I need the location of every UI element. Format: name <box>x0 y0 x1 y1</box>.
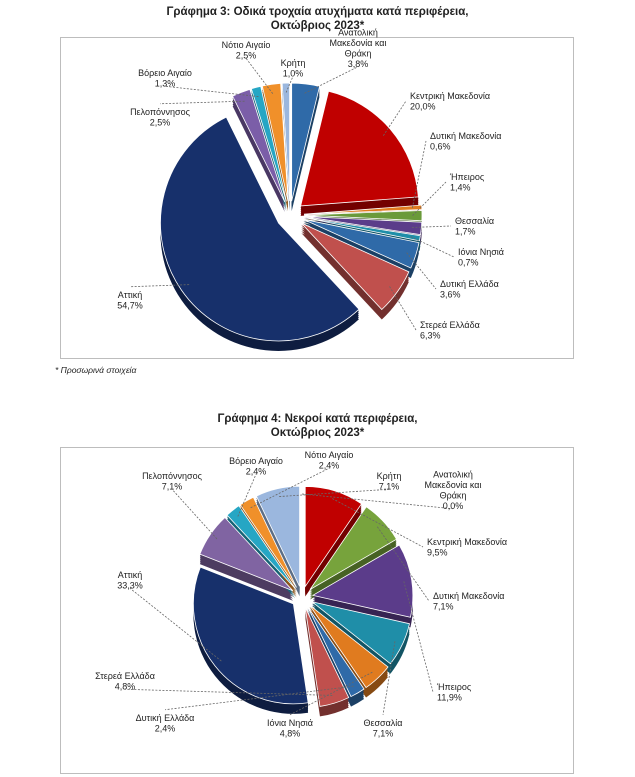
chart-4-title-line1: Γράφημα 4: Νεκροί κατά περιφέρεια, <box>217 413 418 425</box>
chart-3-title-line2: Οκτώβριος 2023* <box>270 20 365 32</box>
chart-4-leader-πελοπόννησος <box>171 488 218 540</box>
chart-3-leader-ανατολική-μακεδονία-και-θράκη <box>304 66 359 94</box>
chart-4-label-δυτική-ελλάδα: Δυτική Ελλάδα 2,4% <box>136 713 195 734</box>
chart-3-leader-στερεά-ελλάδα <box>389 286 417 331</box>
chart-3-label-δυτική-ελλάδα: Δυτική Ελλάδα 3,6% <box>440 279 499 300</box>
chart-4-slice-νότιο-αιγαίο <box>239 496 297 588</box>
chart-3-label-στερεά-ελλάδα: Στερεά Ελλάδα 6,3% <box>420 320 480 341</box>
chart-4-leader-στερεά-ελλάδα <box>124 688 333 696</box>
chart-4-label-ανατολική-μακεδονία-και-θράκη: Ανατολική Μακεδονία και Θράκη 0,0% <box>424 469 481 511</box>
chart-3-slice-θεσσαλία <box>303 216 423 236</box>
chart-3-label-νότιο-αιγαίο: Νότιο Αιγαίο 2,5% <box>222 40 271 61</box>
chart-4-leader-θεσσαλία <box>382 641 396 715</box>
chart-3-leader-δυτική-μακεδονία <box>411 140 427 208</box>
chart-4-slice-δυτική-ελλάδα <box>307 606 365 698</box>
chart-4-slice-βόρειο-αιγαίο <box>226 505 296 589</box>
chart-3-leader-θεσσαλία <box>411 225 452 228</box>
chart-4-slice-αττική <box>193 566 309 705</box>
chart-3-slice-βόρειο-αιγαίο <box>250 85 287 202</box>
chart-3-slice-ανατολική-μακεδονία-και-θράκη <box>291 82 321 202</box>
chart-4-label-στερεά-ελλάδα: Στερεά Ελλάδα 4,8% <box>95 671 155 692</box>
chart-3-leader-κρήτη <box>285 76 294 93</box>
chart-4-slice-ιόνια-νησιά <box>309 604 389 689</box>
chart-3-label-ανατολική-μακεδονία-και-θράκη: Ανατολική Μακεδονία και Θράκη 3,8% <box>329 27 386 69</box>
chart-3-leader-ήπειρος <box>412 181 447 216</box>
chart-4-leader-αττική <box>129 587 222 662</box>
chart-4-leader-ιόνια-νησιά <box>289 671 373 716</box>
chart-3-label-πελοπόννησος: Πελοπόννησος 2,5% <box>130 107 191 128</box>
chart-3-slice-δυτική-μακεδονία <box>303 204 423 215</box>
chart-3-leader-αττική <box>129 284 190 288</box>
chart-4-leader-κρήτη <box>279 488 390 497</box>
chart-4-leader-ήπειρος <box>403 581 434 693</box>
provisional-data-note: * Προσωρινά στοιχεία <box>55 365 137 375</box>
chart-3-leader-νότιο-αιγαίο <box>245 58 274 94</box>
chart-4-leader-βόρειο-αιγαίο <box>237 474 257 517</box>
chart-3-depth-βόρειο-αιγαίο <box>251 90 287 206</box>
chart-3-slice-αττική <box>160 116 360 342</box>
chart-4-label-αττική: Αττική 33,3% <box>117 570 143 591</box>
chart-3-label-ήπειρος: Ήπειρος 1,4% <box>449 172 485 193</box>
chart-4-label-βόρειο-αιγαίο: Βόρειο Αιγαίο 2,4% <box>229 456 283 477</box>
chart-3-leader-πελοπόννησος <box>159 100 245 105</box>
chart-4-label-θεσσαλία: Θεσσαλία 7,1% <box>363 718 402 739</box>
chart-3-label-αττική: Αττική 54,7% <box>117 290 143 311</box>
chart-4-label-ιόνια-νησιά: Ιόνια Νησιά 4,8% <box>267 718 313 739</box>
chart-3-label-ιόνια-νησιά: Ιόνια Νησιά 0,7% <box>458 247 504 268</box>
chart-4-leader-δυτική-μακεδονία <box>377 526 430 602</box>
chart-4-label-κρήτη: Κρήτη 7,1% <box>377 471 402 492</box>
chart-3-slice-νότιο-αιγαίο <box>261 82 289 202</box>
chart-3-leader-βόρειο-αιγαίο <box>164 85 259 97</box>
chart-4-slice-κρήτη <box>255 485 300 587</box>
chart-3-leader-δυτική-ελλάδα <box>406 252 437 290</box>
chart-3-label-βόρειο-αιγαίο: Βόρειο Αιγαίο 1,3% <box>138 68 192 89</box>
chart-3-slice-στερεά-ελλάδα <box>301 222 410 311</box>
chart-4-slice-στερεά-ελλάδα <box>304 607 350 707</box>
chart-3-slice-κεντρική-μακεδονία <box>300 90 419 207</box>
chart-3-slice-ήπειρος <box>303 210 423 222</box>
chart-3-label-κεντρική-μακεδονία: Κεντρική Μακεδονία 20,0% <box>410 91 490 112</box>
chart-4-slice-κεντρική-μακεδονία <box>304 486 363 588</box>
chart-4-slice-ήπειρος <box>311 544 414 618</box>
chart-4-label-κεντρική-μακεδονία: Κεντρική Μακεδονία 9,5% <box>427 537 507 558</box>
chart-4-leader-ανατολική-μακεδονία-και-θράκη <box>301 493 454 510</box>
chart-4-label-ήπειρος: Ήπειρος 11,9% <box>436 682 472 703</box>
chart-3-label-κρήτη: Κρήτη 1,0% <box>281 58 306 79</box>
chart-4-label-νότιο-αιγαίο: Νότιο Αιγαίο 2,4% <box>305 450 354 471</box>
chart-3-slice-δυτική-ελλάδα <box>303 218 420 269</box>
chart-4-leader-δυτική-ελλάδα <box>164 685 354 711</box>
chart-3-slice-ιόνια-νησιά <box>303 217 421 242</box>
chart-3-leader-ιόνια-νησιά <box>410 236 455 258</box>
chart-4-slice-θεσσαλία <box>311 601 410 665</box>
chart-4-leader-νότιο-αιγαίο <box>250 467 330 509</box>
chart-4-label-πελοπόννησος: Πελοπόννησος 7,1% <box>142 471 203 492</box>
chart-3-slice-κρήτη <box>281 82 290 202</box>
chart-3-title: Γράφημα 3: Οδικά τροχαία ατυχήματα κατά … <box>0 5 635 33</box>
chart-3-label-δυτική-μακεδονία: Δυτική Μακεδονία 0,6% <box>430 131 501 152</box>
chart-4-slice-δυτική-μακεδονία <box>309 506 398 590</box>
chart-3-title-line1: Γράφημα 3: Οδικά τροχαία ατυχήματα κατά … <box>166 6 469 18</box>
chart-4-slice-πελοπόννησος <box>199 516 294 592</box>
chart-4-title-line2: Οκτώβριος 2023* <box>270 427 365 439</box>
chart-3-slice-πελοπόννησος <box>232 88 286 203</box>
chart-4-label-δυτική-μακεδονία: Δυτική Μακεδονία 7,1% <box>433 591 504 612</box>
chart-4-title: Γράφημα 4: Νεκροί κατά περιφέρεια, Οκτώβ… <box>0 412 635 440</box>
chart-4-leader-κεντρική-μακεδονία <box>332 498 424 548</box>
chart-3-label-θεσσαλία: Θεσσαλία 1,7% <box>455 216 494 237</box>
